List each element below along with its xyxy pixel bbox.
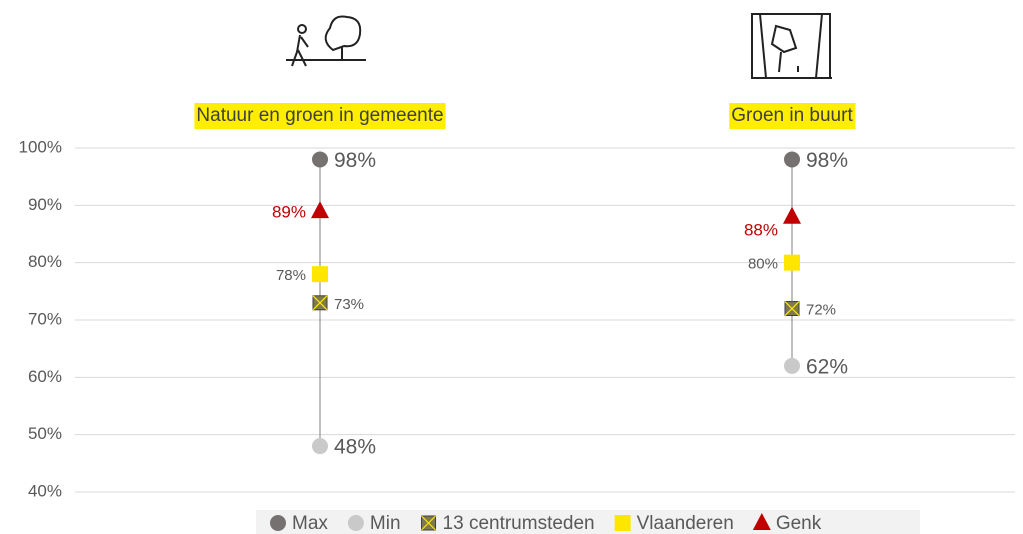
data-label: 89%	[272, 203, 306, 222]
legend-label: Genk	[776, 513, 822, 534]
y-tick-label: 50%	[28, 424, 62, 443]
y-tick-label: 90%	[28, 195, 62, 214]
triangle	[311, 201, 329, 219]
legend-marker	[270, 515, 286, 531]
category-label: Natuur en groen in gemeente	[196, 105, 443, 126]
square	[784, 254, 800, 271]
data-label: 80%	[748, 256, 778, 273]
dot	[784, 151, 800, 168]
x-square	[784, 301, 800, 317]
category-label: Groen in buurt	[731, 105, 853, 126]
x-square-cross	[421, 515, 436, 531]
legend-label: Vlaanderen	[637, 513, 734, 534]
square	[312, 266, 328, 283]
x-square-cross	[784, 301, 800, 316]
data-label: 98%	[806, 149, 848, 172]
data-label: 98%	[334, 149, 376, 172]
data-label: 48%	[334, 436, 376, 459]
data-label: 73%	[334, 296, 364, 313]
y-tick-label: 100%	[19, 137, 62, 156]
legend-marker	[347, 515, 364, 531]
category-highlight	[194, 103, 446, 129]
legend-marker	[752, 513, 771, 530]
y-tick-label: 80%	[28, 252, 62, 271]
dot	[784, 357, 800, 374]
data-label: 88%	[744, 220, 778, 239]
data-label: 78%	[276, 267, 306, 284]
icon-window	[751, 13, 832, 79]
dot	[312, 151, 328, 168]
x-square-cross	[312, 295, 328, 311]
y-tick-label: 40%	[28, 481, 62, 500]
data-label: 62%	[806, 355, 848, 378]
legend-label: 13 centrumsteden	[443, 513, 595, 534]
y-tick-label: 60%	[28, 367, 62, 386]
legend-marker	[421, 515, 437, 531]
dot	[312, 438, 328, 455]
triangle	[783, 206, 801, 224]
legend-bg	[256, 510, 920, 534]
y-tick-label: 70%	[28, 309, 62, 328]
category-highlight	[729, 103, 856, 129]
icon-walker	[286, 15, 366, 67]
legend-label: Min	[370, 513, 401, 534]
legend-marker	[614, 515, 631, 531]
x-square	[312, 295, 328, 311]
data-label: 72%	[806, 302, 836, 319]
legend-label: Max	[292, 513, 328, 534]
legend	[256, 510, 920, 534]
